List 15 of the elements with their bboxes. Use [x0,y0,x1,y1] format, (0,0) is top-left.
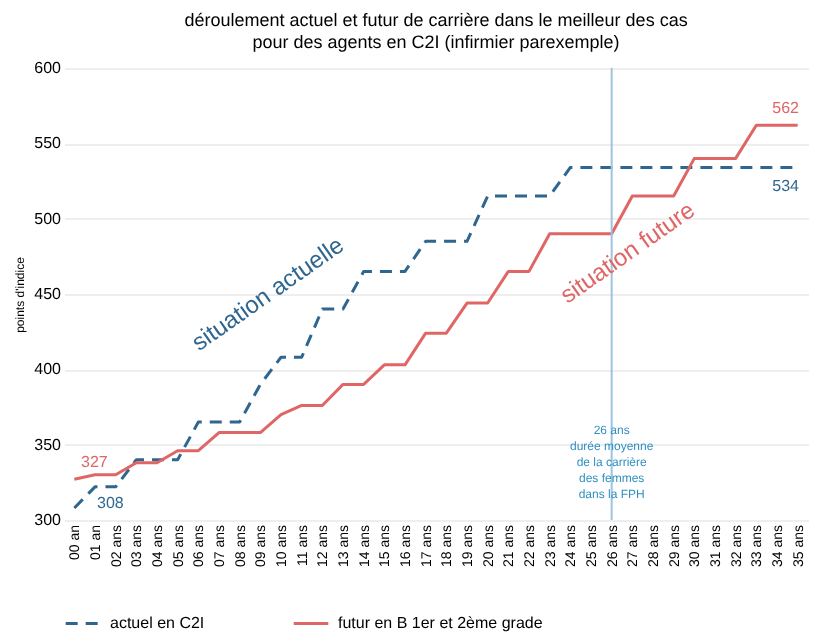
legend-label: futur en B 1er et 2ème grade [338,613,544,632]
data-label: 308 [96,493,125,512]
y-tick-label: 450 [34,285,63,303]
y-tick-label: 350 [34,435,63,454]
data-label: 534 [772,177,801,196]
y-tick-label: 300 [34,511,63,529]
chart-title: déroulement actuel et futur de carrière dans le meilleur des cas pour des agents en C2I (infirmier parexemple) [184,10,689,52]
data-label: 562 [772,99,801,118]
line-series [72,123,800,481]
y-tick-label: 500 [34,209,63,228]
data-label: 327 [80,453,109,472]
y-tick-label: 600 [34,59,63,77]
legend-label: actuel en C2I [110,613,205,632]
y-tick-label: 550 [34,134,63,153]
y-tick-label: 400 [34,360,63,379]
